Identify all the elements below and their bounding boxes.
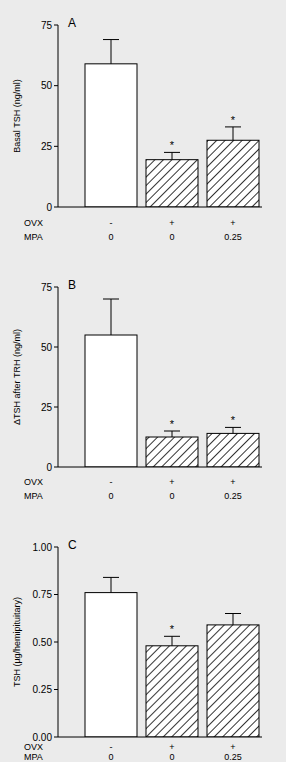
figure: * * 0 25 50 75 Basal TSH (ng/ml) A OVX - + + MPA 0 0 0.…: [0, 0, 286, 762]
category-label: 0.25: [224, 491, 242, 501]
y-axis-label: ΔTSH after TRH (ng/ml): [12, 329, 22, 425]
y-tick: [54, 25, 58, 26]
annotation: *: [231, 414, 236, 426]
y-tick: [54, 146, 58, 147]
bars: [85, 299, 259, 467]
row-name: MPA: [24, 752, 43, 762]
y-tick-label: 0.50: [33, 637, 53, 648]
category-label: 0: [169, 232, 174, 242]
y-tick-label: 1.00: [33, 542, 53, 553]
y-tick: [54, 467, 58, 468]
error-bar: [164, 431, 180, 437]
category-label: -: [110, 218, 113, 228]
y-tick-label: 25: [41, 402, 53, 413]
error-bar: [103, 299, 119, 335]
category-label: 0: [108, 491, 113, 501]
y-axis-label: TSH (µg/hemipituitary): [12, 597, 22, 687]
category-label: 0.25: [224, 232, 242, 242]
y-tick: [54, 407, 58, 408]
error-bar: [103, 577, 119, 592]
row-name: MPA: [24, 232, 43, 242]
annotation: *: [170, 418, 175, 430]
bar: [85, 335, 137, 467]
error-bar: [225, 127, 241, 140]
bar: [146, 160, 198, 207]
category-label: 0: [169, 752, 174, 762]
row-name: OVX: [24, 218, 43, 228]
bar: [207, 140, 259, 207]
y-axis: [58, 25, 59, 207]
annotation: *: [170, 623, 175, 635]
panel-label: A: [68, 16, 76, 30]
y-tick-label: 0: [46, 202, 52, 213]
y-tick-label: 75: [41, 20, 53, 31]
category-label: +: [230, 218, 235, 228]
y-tick: [54, 642, 58, 643]
annotation: *: [231, 114, 236, 126]
bar: [207, 433, 259, 467]
y-tick: [54, 347, 58, 348]
category-label: -: [110, 477, 113, 487]
error-bar: [225, 427, 241, 433]
category-label: +: [230, 742, 235, 752]
bar: [207, 625, 259, 737]
y-tick-label: 0.00: [33, 732, 53, 743]
y-axis-label: Basal TSH (ng/ml): [12, 79, 22, 152]
y-tick-label: 0.25: [33, 684, 53, 695]
row-name: OVX: [24, 477, 43, 487]
y-tick-label: 0.75: [33, 589, 53, 600]
bar: [146, 437, 198, 467]
y-tick: [54, 737, 58, 738]
panel-label: B: [68, 278, 76, 292]
error-bar: [103, 40, 119, 64]
category-label: 0: [108, 752, 113, 762]
panel: * 0.00 0.25 0.50 0.75 1.00 TSH (µg/hemipituita…: [12, 538, 262, 762]
x-axis: [58, 737, 262, 738]
panel-label: C: [68, 538, 77, 552]
category-label: +: [230, 477, 235, 487]
bars: [85, 40, 259, 207]
y-tick: [54, 547, 58, 548]
y-tick-label: 25: [41, 141, 53, 152]
y-axis: [58, 287, 59, 467]
category-label: 0: [108, 232, 113, 242]
y-tick-label: 75: [41, 282, 53, 293]
bar: [85, 64, 137, 207]
y-tick-label: 50: [41, 342, 53, 353]
y-tick-label: 50: [41, 80, 53, 91]
panel: * * 0 25 50 75 Basal TSH (ng/ml) A OVX - + + MPA 0 0 0.…: [12, 16, 262, 242]
error-bar: [225, 614, 241, 625]
error-bar: [164, 152, 180, 159]
category-label: +: [169, 477, 174, 487]
panel: * * 0 25 50 75 ΔTSH after TRH (ng/ml) B OVX - + + MP…: [12, 278, 262, 501]
y-tick: [54, 85, 58, 86]
bars: [85, 577, 259, 737]
category-label: 0: [169, 491, 174, 501]
category-label: -: [110, 742, 113, 752]
category-label: 0.25: [224, 752, 242, 762]
x-axis: [58, 467, 262, 468]
y-tick: [54, 689, 58, 690]
error-bar: [164, 636, 180, 646]
y-tick-label: 0: [46, 462, 52, 473]
y-tick: [54, 207, 58, 208]
row-name: MPA: [24, 491, 43, 501]
bar: [85, 593, 137, 737]
bar: [146, 646, 198, 737]
annotation: *: [170, 139, 175, 151]
x-axis: [58, 207, 262, 208]
y-tick: [54, 594, 58, 595]
category-label: +: [169, 742, 174, 752]
y-tick: [54, 287, 58, 288]
row-name: OVX: [24, 742, 43, 752]
category-label: +: [169, 218, 174, 228]
